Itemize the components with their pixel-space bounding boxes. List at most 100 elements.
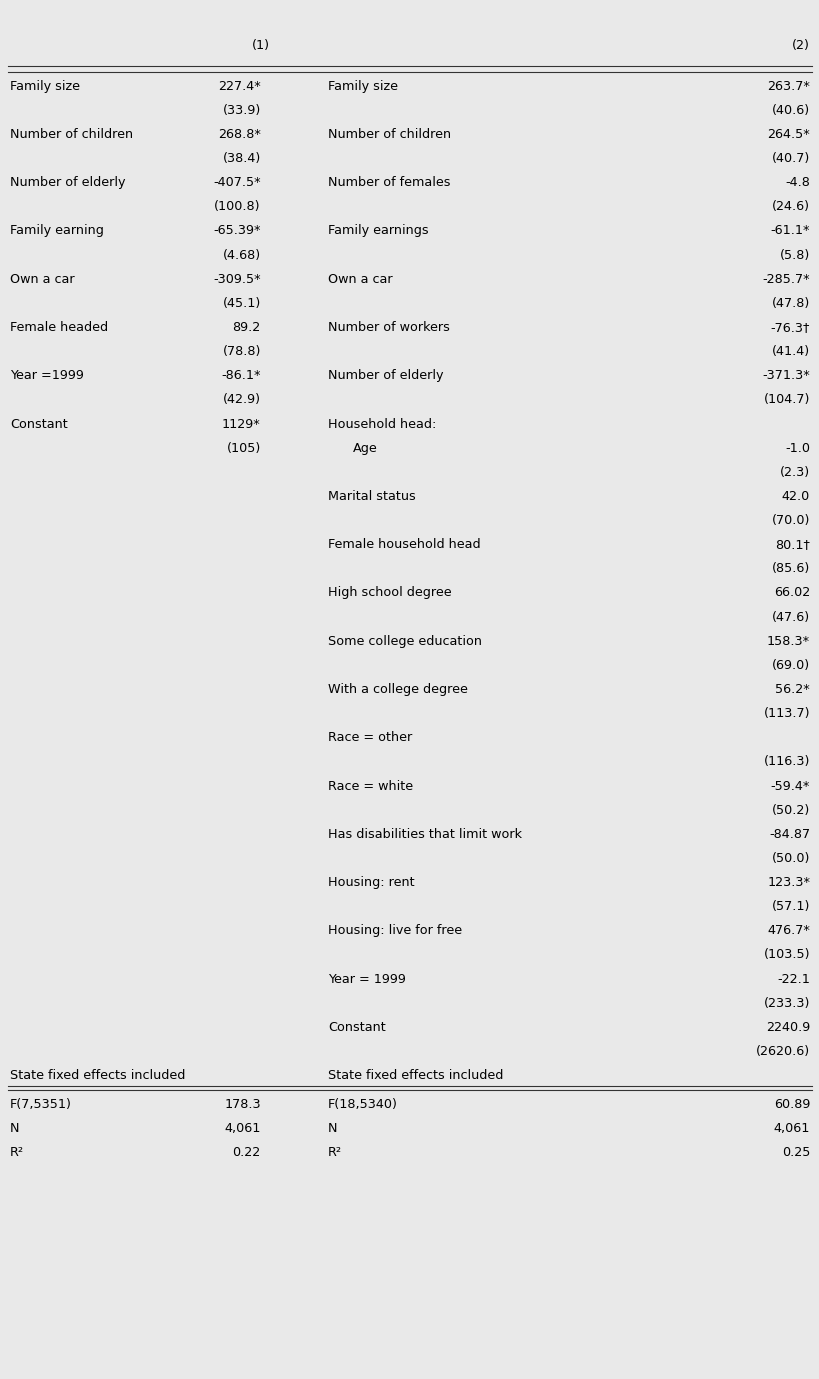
Text: 264.5*: 264.5* [767,128,809,141]
Text: Number of workers: Number of workers [328,321,450,334]
Text: Marital status: Marital status [328,490,415,503]
Text: Age: Age [352,441,377,455]
Text: Family size: Family size [328,80,397,92]
Text: -59.4*: -59.4* [770,779,809,793]
Text: Race = white: Race = white [328,779,413,793]
Text: 0.25: 0.25 [781,1146,809,1160]
Text: With a college degree: With a college degree [328,683,468,696]
Text: (5.8): (5.8) [779,248,809,262]
Text: -407.5*: -407.5* [213,177,260,189]
Text: -65.39*: -65.39* [213,225,260,237]
Text: Number of elderly: Number of elderly [328,370,443,382]
Text: (42.9): (42.9) [223,393,260,407]
Text: Number of children: Number of children [328,128,450,141]
Text: F(7,5351): F(7,5351) [10,1098,71,1111]
Text: State fixed effects included: State fixed effects included [328,1069,503,1083]
Text: F(18,5340): F(18,5340) [328,1098,397,1111]
Text: 66.02: 66.02 [773,586,809,600]
Text: Family earning: Family earning [10,225,103,237]
Text: (69.0): (69.0) [771,659,809,672]
Text: 178.3: 178.3 [224,1098,260,1111]
Text: -371.3*: -371.3* [762,370,809,382]
Text: -309.5*: -309.5* [213,273,260,285]
Text: (47.8): (47.8) [771,296,809,310]
Text: Female headed: Female headed [10,321,108,334]
Text: -86.1*: -86.1* [221,370,260,382]
Text: 4,061: 4,061 [773,1123,809,1135]
Text: Household head:: Household head: [328,418,436,430]
Text: Own a car: Own a car [328,273,392,285]
Text: (45.1): (45.1) [222,296,260,310]
Text: (47.6): (47.6) [771,611,809,623]
Text: R²: R² [328,1146,342,1160]
Text: Race = other: Race = other [328,731,412,745]
Text: (104.7): (104.7) [762,393,809,407]
Text: Constant: Constant [328,1020,385,1034]
Text: (41.4): (41.4) [771,345,809,359]
Text: -4.8: -4.8 [785,177,809,189]
Text: Has disabilities that limit work: Has disabilities that limit work [328,827,522,841]
Text: 89.2: 89.2 [233,321,260,334]
Text: (233.3): (233.3) [762,997,809,1009]
Text: (38.4): (38.4) [222,152,260,165]
Text: (40.7): (40.7) [771,152,809,165]
Text: 476.7*: 476.7* [767,924,809,938]
Text: (50.2): (50.2) [771,804,809,816]
Text: (100.8): (100.8) [214,200,260,214]
Text: 123.3*: 123.3* [767,876,809,889]
Text: (4.68): (4.68) [223,248,260,262]
Text: -285.7*: -285.7* [762,273,809,285]
Text: 0.22: 0.22 [233,1146,260,1160]
Text: 263.7*: 263.7* [767,80,809,92]
Text: Housing: live for free: Housing: live for free [328,924,462,938]
Text: Family earnings: Family earnings [328,225,428,237]
Text: (50.0): (50.0) [771,852,809,865]
Text: -22.1: -22.1 [776,972,809,986]
Text: 1129*: 1129* [222,418,260,430]
Text: 268.8*: 268.8* [218,128,260,141]
Text: (2): (2) [791,40,809,52]
Text: 42.0: 42.0 [781,490,809,503]
Text: (2620.6): (2620.6) [755,1045,809,1058]
Text: -84.87: -84.87 [768,827,809,841]
Text: 227.4*: 227.4* [218,80,260,92]
Text: (1): (1) [251,40,269,52]
Text: (116.3): (116.3) [762,756,809,768]
Text: Own a car: Own a car [10,273,75,285]
Text: Year =1999: Year =1999 [10,370,84,382]
Text: (78.8): (78.8) [222,345,260,359]
Text: Family size: Family size [10,80,79,92]
Text: (2.3): (2.3) [779,466,809,479]
Text: 158.3*: 158.3* [766,634,809,648]
Text: 60.89: 60.89 [773,1098,809,1111]
Text: Housing: rent: Housing: rent [328,876,414,889]
Text: 4,061: 4,061 [224,1123,260,1135]
Text: (103.5): (103.5) [762,949,809,961]
Text: State fixed effects included: State fixed effects included [10,1069,185,1083]
Text: Number of elderly: Number of elderly [10,177,125,189]
Text: (57.1): (57.1) [771,900,809,913]
Text: (105): (105) [226,441,260,455]
Text: (70.0): (70.0) [771,514,809,527]
Text: -1.0: -1.0 [785,441,809,455]
Text: Number of children: Number of children [10,128,133,141]
Text: (113.7): (113.7) [762,707,809,720]
Text: (33.9): (33.9) [222,103,260,117]
Text: Year = 1999: Year = 1999 [328,972,405,986]
Text: High school degree: High school degree [328,586,451,600]
Text: Number of females: Number of females [328,177,450,189]
Text: Some college education: Some college education [328,634,482,648]
Text: (85.6): (85.6) [771,563,809,575]
Text: 56.2*: 56.2* [775,683,809,696]
Text: 2240.9: 2240.9 [765,1020,809,1034]
Text: Constant: Constant [10,418,67,430]
Text: N: N [328,1123,337,1135]
Text: Female household head: Female household head [328,538,480,552]
Text: N: N [10,1123,20,1135]
Text: -61.1*: -61.1* [770,225,809,237]
Text: (40.6): (40.6) [771,103,809,117]
Text: -76.3†: -76.3† [770,321,809,334]
Text: (24.6): (24.6) [771,200,809,214]
Text: 80.1†: 80.1† [774,538,809,552]
Text: R²: R² [10,1146,24,1160]
